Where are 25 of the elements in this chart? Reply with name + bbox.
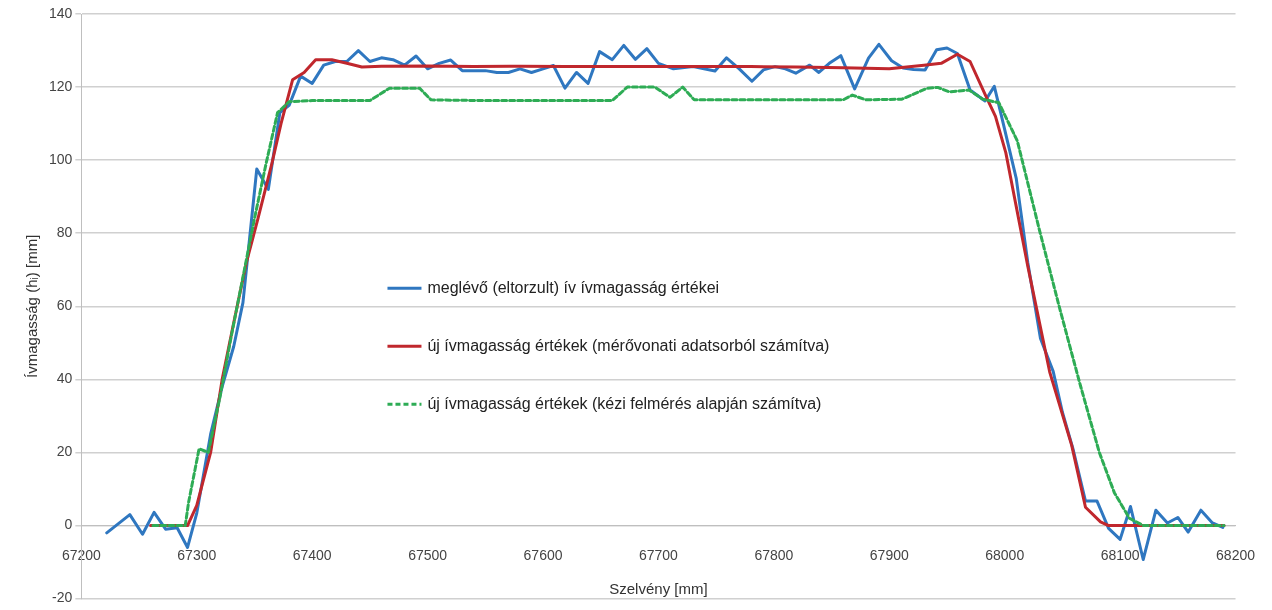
x-tick-label: 67300 xyxy=(177,546,217,563)
y-tick-label: 60 xyxy=(56,297,73,314)
y-tick-label: 20 xyxy=(56,443,73,460)
x-axis-title: Szelvény [mm] xyxy=(609,580,708,598)
x-tick-label: 67500 xyxy=(408,546,448,563)
x-tick-label: 67200 xyxy=(61,546,102,563)
y-tick-label: 140 xyxy=(49,4,73,21)
x-tick-label: 68100 xyxy=(1100,546,1140,563)
legend-label: új ívmagasság értékek (kézi felmérés alapján számítva) xyxy=(427,394,822,412)
x-tick-label: 67600 xyxy=(523,546,563,563)
y-tick-label: 120 xyxy=(49,77,73,94)
x-tick-label: 68000 xyxy=(985,546,1025,563)
y-axis-title: Ívmagasság (hᵢ) [mm] xyxy=(23,234,41,378)
x-tick-label: 67900 xyxy=(869,546,909,563)
legend-label: meglévő (eltorzult) ív ívmagasság értékei xyxy=(427,278,720,296)
y-tick-label: 40 xyxy=(56,370,73,387)
y-tick-label: 0 xyxy=(64,516,73,533)
x-tick-label: 67400 xyxy=(292,546,332,563)
y-tick-label: 100 xyxy=(49,151,73,168)
legend-label: új ívmagasság értékek (mérővonati adatsorból számítva) xyxy=(427,336,830,354)
y-tick-label: -20 xyxy=(52,589,73,606)
y-tick-label: 80 xyxy=(56,224,73,241)
x-tick-label: 67800 xyxy=(754,546,794,563)
x-tick-label: 68200 xyxy=(1216,546,1256,563)
x-tick-label: 67700 xyxy=(638,546,679,563)
